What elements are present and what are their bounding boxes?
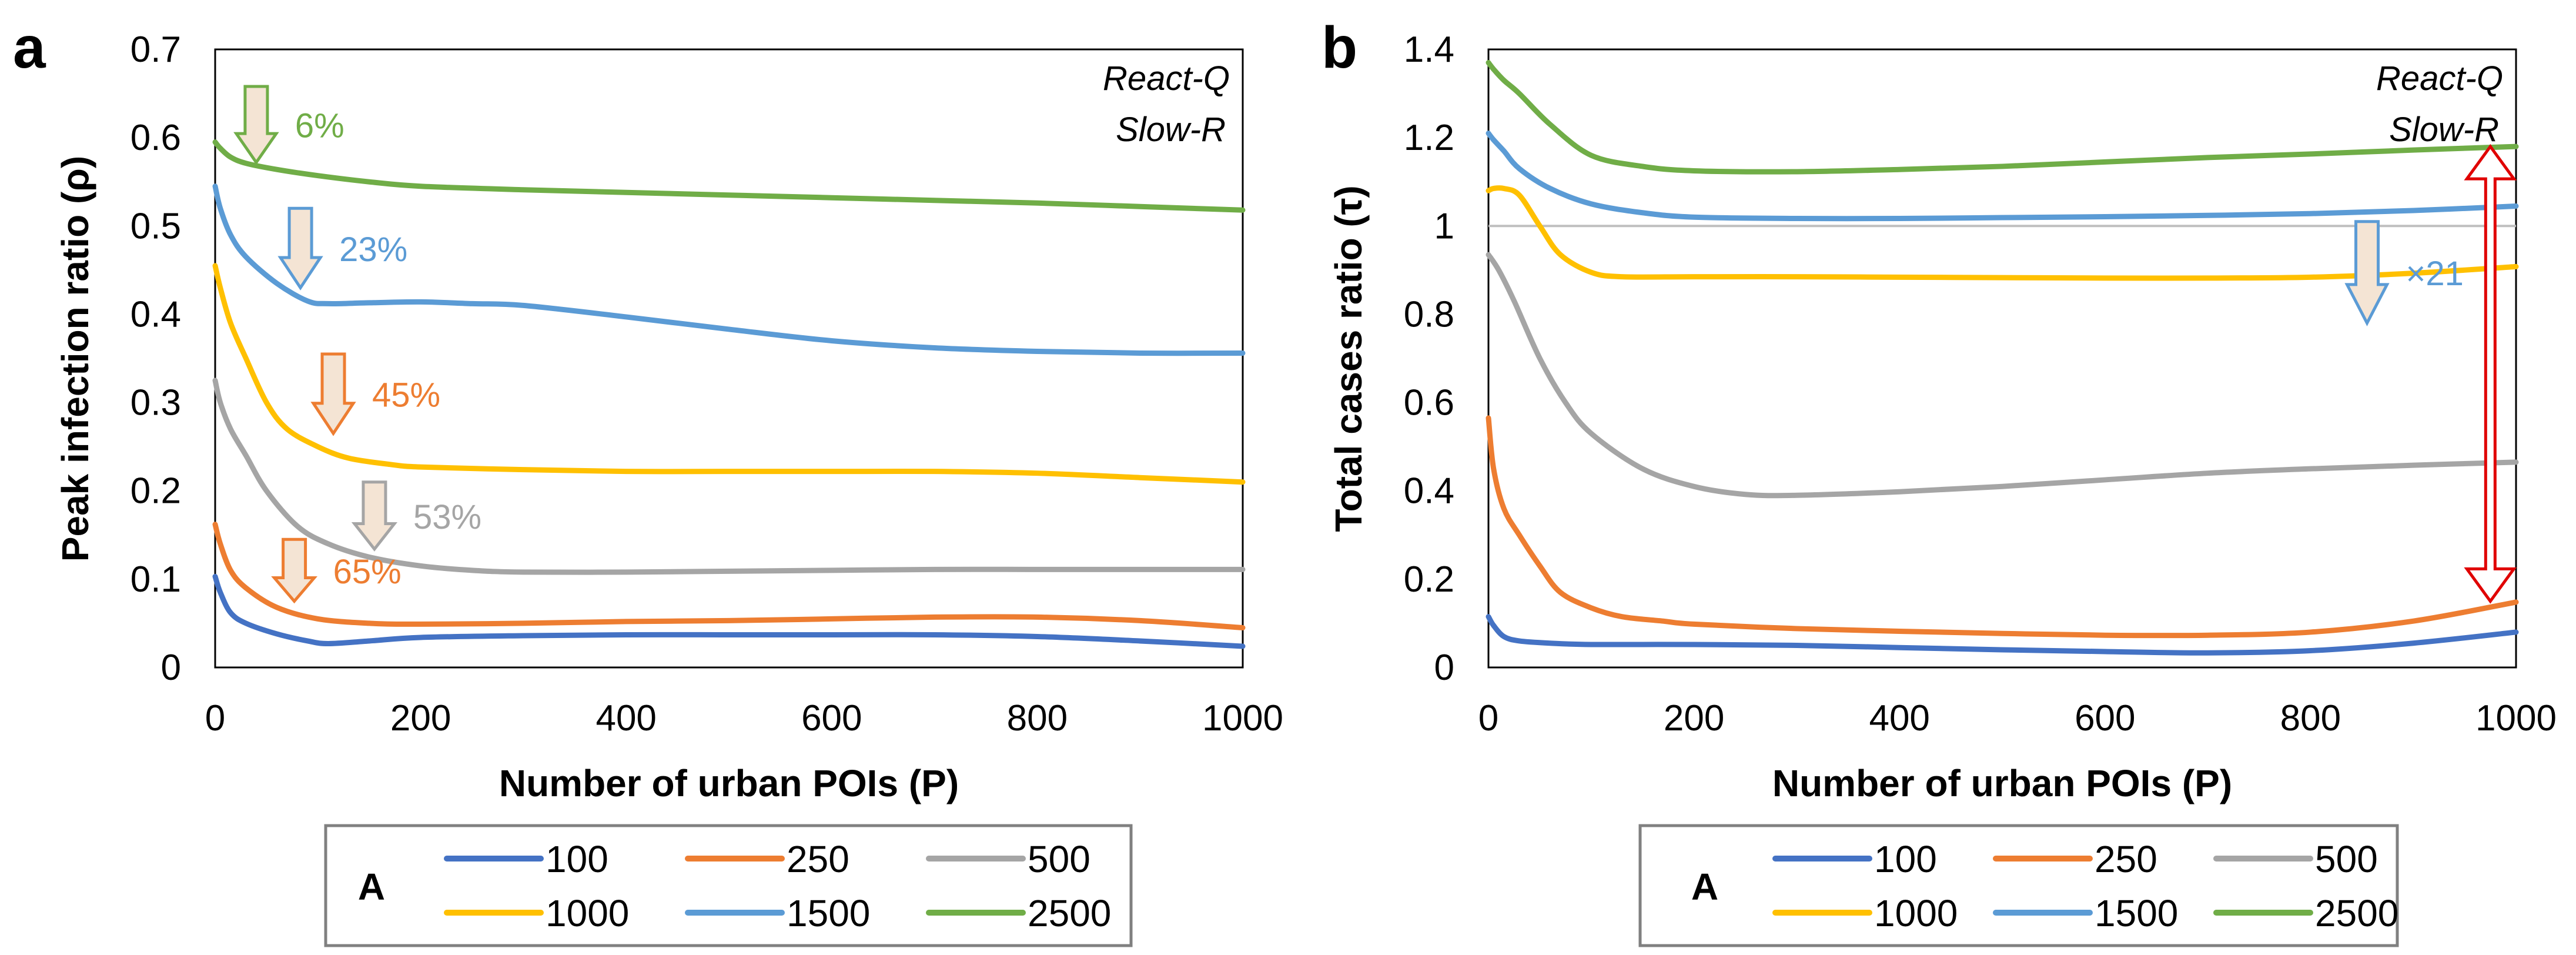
panel-a-legend-box [324,824,1133,947]
y-tick-label: 0.2 [1404,559,1454,600]
y-tick-label: 1.2 [1404,118,1454,158]
down-arrow-icon [271,537,318,604]
series-line-1000 [1486,185,2519,281]
y-tick-label: 0.6 [1404,383,1454,423]
series-line-2500 [1486,60,2519,175]
x-tick-label: 200 [1664,698,1724,739]
legend-label-2500: 2500 [1028,892,1111,934]
series-line-1500 [1486,131,2519,222]
panel-a-y-ticks: 0 0.1 0.2 0.3 0.4 0.5 0.6 0.7 [131,29,181,688]
x-tick-label: 600 [801,698,862,739]
panel-a-annotations: 6% 23% 45% 53% 65% [233,85,481,604]
panel-b-legend: A 100 250 500 1000 1500 2500 [1638,824,2399,947]
x-tick-label: 1000 [2475,698,2557,739]
panel-b-corner-label-2: Slow-R [2389,111,2499,149]
panel-b-x-ticks: 0 200 400 600 800 1000 [1478,698,2557,739]
panel-a-y-axis-title: Peak infection ratio (ρ) [54,156,96,562]
legend-label-250: 250 [787,838,849,880]
y-tick-label: 0.7 [131,29,181,70]
series-line-250 [212,522,1246,630]
panel-b-legend-box [1638,824,2399,947]
y-tick-label: 0.6 [131,118,181,158]
y-tick-label: 0.5 [131,206,181,246]
reduction-label: 53% [413,498,481,536]
panel-a-corner-label-2: Slow-R [1116,111,1226,149]
y-tick-label: 1 [1434,206,1454,246]
down-arrow-icon [233,85,279,165]
legend-label-250: 250 [2095,838,2157,880]
panel-a-letter: a [13,15,46,81]
series-line-100 [212,573,1246,649]
panel-b-annotations: ×21 [2344,143,2517,604]
down-arrow-icon [310,352,356,436]
reduction-label: 23% [339,231,407,269]
series-line-500 [1486,252,2519,499]
y-tick-label: 0.8 [1404,294,1454,335]
x-tick-label: 0 [1478,698,1498,739]
panel-b-corner-label-1: React-Q [2376,59,2503,98]
y-tick-label: 0 [1434,647,1454,688]
panel-b-letter: b [1322,15,1357,81]
y-tick-label: 0.4 [131,294,181,335]
x-tick-label: 800 [2280,698,2341,739]
x-tick-label: 1000 [1202,698,1283,739]
down-arrow-icon [277,206,323,290]
panel-a-plot-area [212,139,1246,649]
series-line-100 [1486,614,2519,656]
x-tick-label: 400 [1869,698,1929,739]
series-line-1500 [212,183,1246,356]
double-arrow [2464,143,2517,604]
y-tick-label: 0 [161,647,181,688]
reduction-label: 45% [372,376,440,415]
legend-label-500: 500 [2315,838,2378,880]
legend-label-500: 500 [1028,838,1090,880]
legend-label-1000: 1000 [546,892,629,934]
x-tick-label: 600 [2075,698,2135,739]
panel-a-x-axis-title: Number of urban POIs (P) [499,762,959,804]
legend-label-1000: 1000 [1874,892,1958,934]
reduction-label: 6% [295,107,344,145]
down-arrow-icon [2344,220,2390,326]
x-tick-label: 800 [1007,698,1068,739]
legend-label-2500: 2500 [2315,892,2398,934]
y-tick-label: 1.4 [1404,29,1454,70]
y-tick-label: 0.2 [131,471,181,512]
panel-b-plot-area [1486,60,2519,656]
x-tick-label: 400 [596,698,656,739]
panel-a-legend-title: A [358,866,385,908]
legend-label-100: 100 [1874,838,1937,880]
series-line-2500 [212,139,1246,213]
x-tick-label: 0 [205,698,225,739]
panel-a-corner-label-1: React-Q [1103,59,1230,98]
panel-b-y-ticks: 0 0.2 0.4 0.6 0.8 1 1.2 1.4 [1404,29,1454,688]
legend-label-1500: 1500 [787,892,870,934]
series-line-250 [1486,415,2519,639]
panel-a-plot-frame [214,48,1244,669]
series-line-500 [212,378,1246,575]
panel-a: a React-Q Slow-R Number of urban POIs (P… [13,15,1283,804]
legend-label-100: 100 [546,838,608,880]
series-line-1000 [212,263,1246,485]
reduction-label: ×21 [2406,255,2464,293]
legend-label-1500: 1500 [2095,892,2178,934]
reduction-label: 65% [333,553,402,591]
y-tick-label: 0.4 [1404,471,1454,512]
panel-b-plot-frame [1487,48,2517,669]
panel-b-x-axis-title: Number of urban POIs (P) [1772,762,2232,804]
y-tick-label: 0.1 [131,559,181,600]
y-tick-label: 0.3 [131,383,181,423]
panel-b-y-axis-title: Total cases ratio (τ) [1327,185,1370,532]
panel-a-x-ticks: 0 200 400 600 800 1000 [205,698,1283,739]
x-tick-label: 200 [390,698,451,739]
panel-b-legend-title: A [1691,866,1718,908]
down-arrow-icon [351,480,398,552]
panel-a-legend: A 100 250 500 1000 1500 2500 [324,824,1133,947]
panel-b: b React-Q Slow-R Number of urban POIs (P… [1322,15,2557,804]
